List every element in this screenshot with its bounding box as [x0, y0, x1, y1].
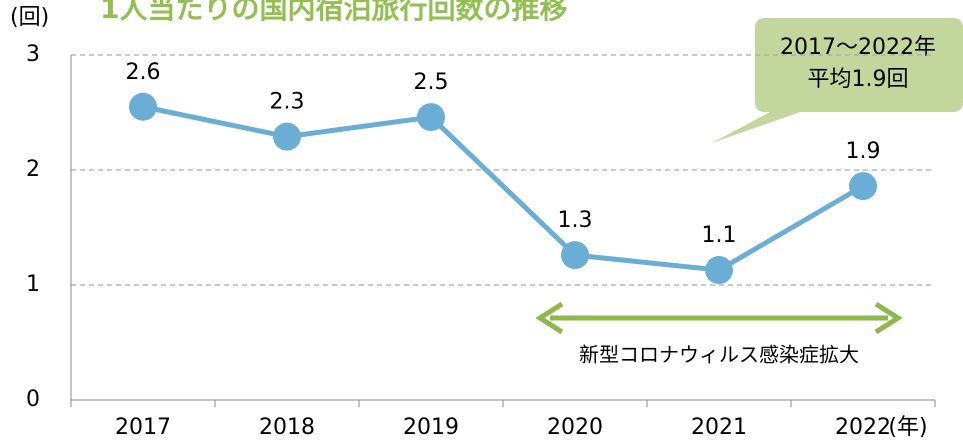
data-point: [705, 256, 733, 285]
y-tick-label: 0: [26, 387, 40, 412]
x-tick-label: 2018: [259, 415, 315, 440]
data-label: 1.3: [558, 208, 593, 233]
data-point: [417, 103, 445, 132]
x-tick-label: 2017: [115, 415, 171, 440]
y-tick-label: 1: [26, 272, 40, 297]
y-axis-label: (回): [10, 5, 49, 30]
x-tick-label: 2022: [835, 415, 891, 440]
data-label: 1.1: [702, 223, 737, 248]
data-label: 2.3: [270, 90, 305, 115]
x-tick-label: 2021: [691, 415, 747, 440]
x-tick-label: 2020: [547, 415, 603, 440]
data-label: 2.6: [126, 60, 161, 85]
callout-box: [712, 18, 963, 143]
range-arrow-head: [535, 301, 564, 335]
data-point: [273, 122, 301, 151]
data-point: [849, 172, 877, 201]
callout-text: 平均1.9回: [808, 67, 909, 92]
y-tick-label: 3: [26, 42, 40, 67]
chart-title: 1人当たりの国内宿泊旅行回数の推移: [100, 0, 567, 25]
data-point: [129, 92, 157, 121]
data-point: [561, 241, 589, 270]
series-line: [142, 104, 865, 273]
y-tick-label: 2: [26, 157, 40, 182]
callout-text: 2017～2022年: [780, 35, 936, 60]
data-label: 1.9: [846, 139, 881, 164]
x-tick-label: 2019: [403, 415, 459, 440]
x-axis-label: (年): [888, 415, 927, 440]
data-label: 2.5: [414, 70, 449, 95]
range-arrow-head: [874, 301, 903, 335]
range-label: 新型コロナウィルス感染症拡大: [579, 343, 859, 367]
